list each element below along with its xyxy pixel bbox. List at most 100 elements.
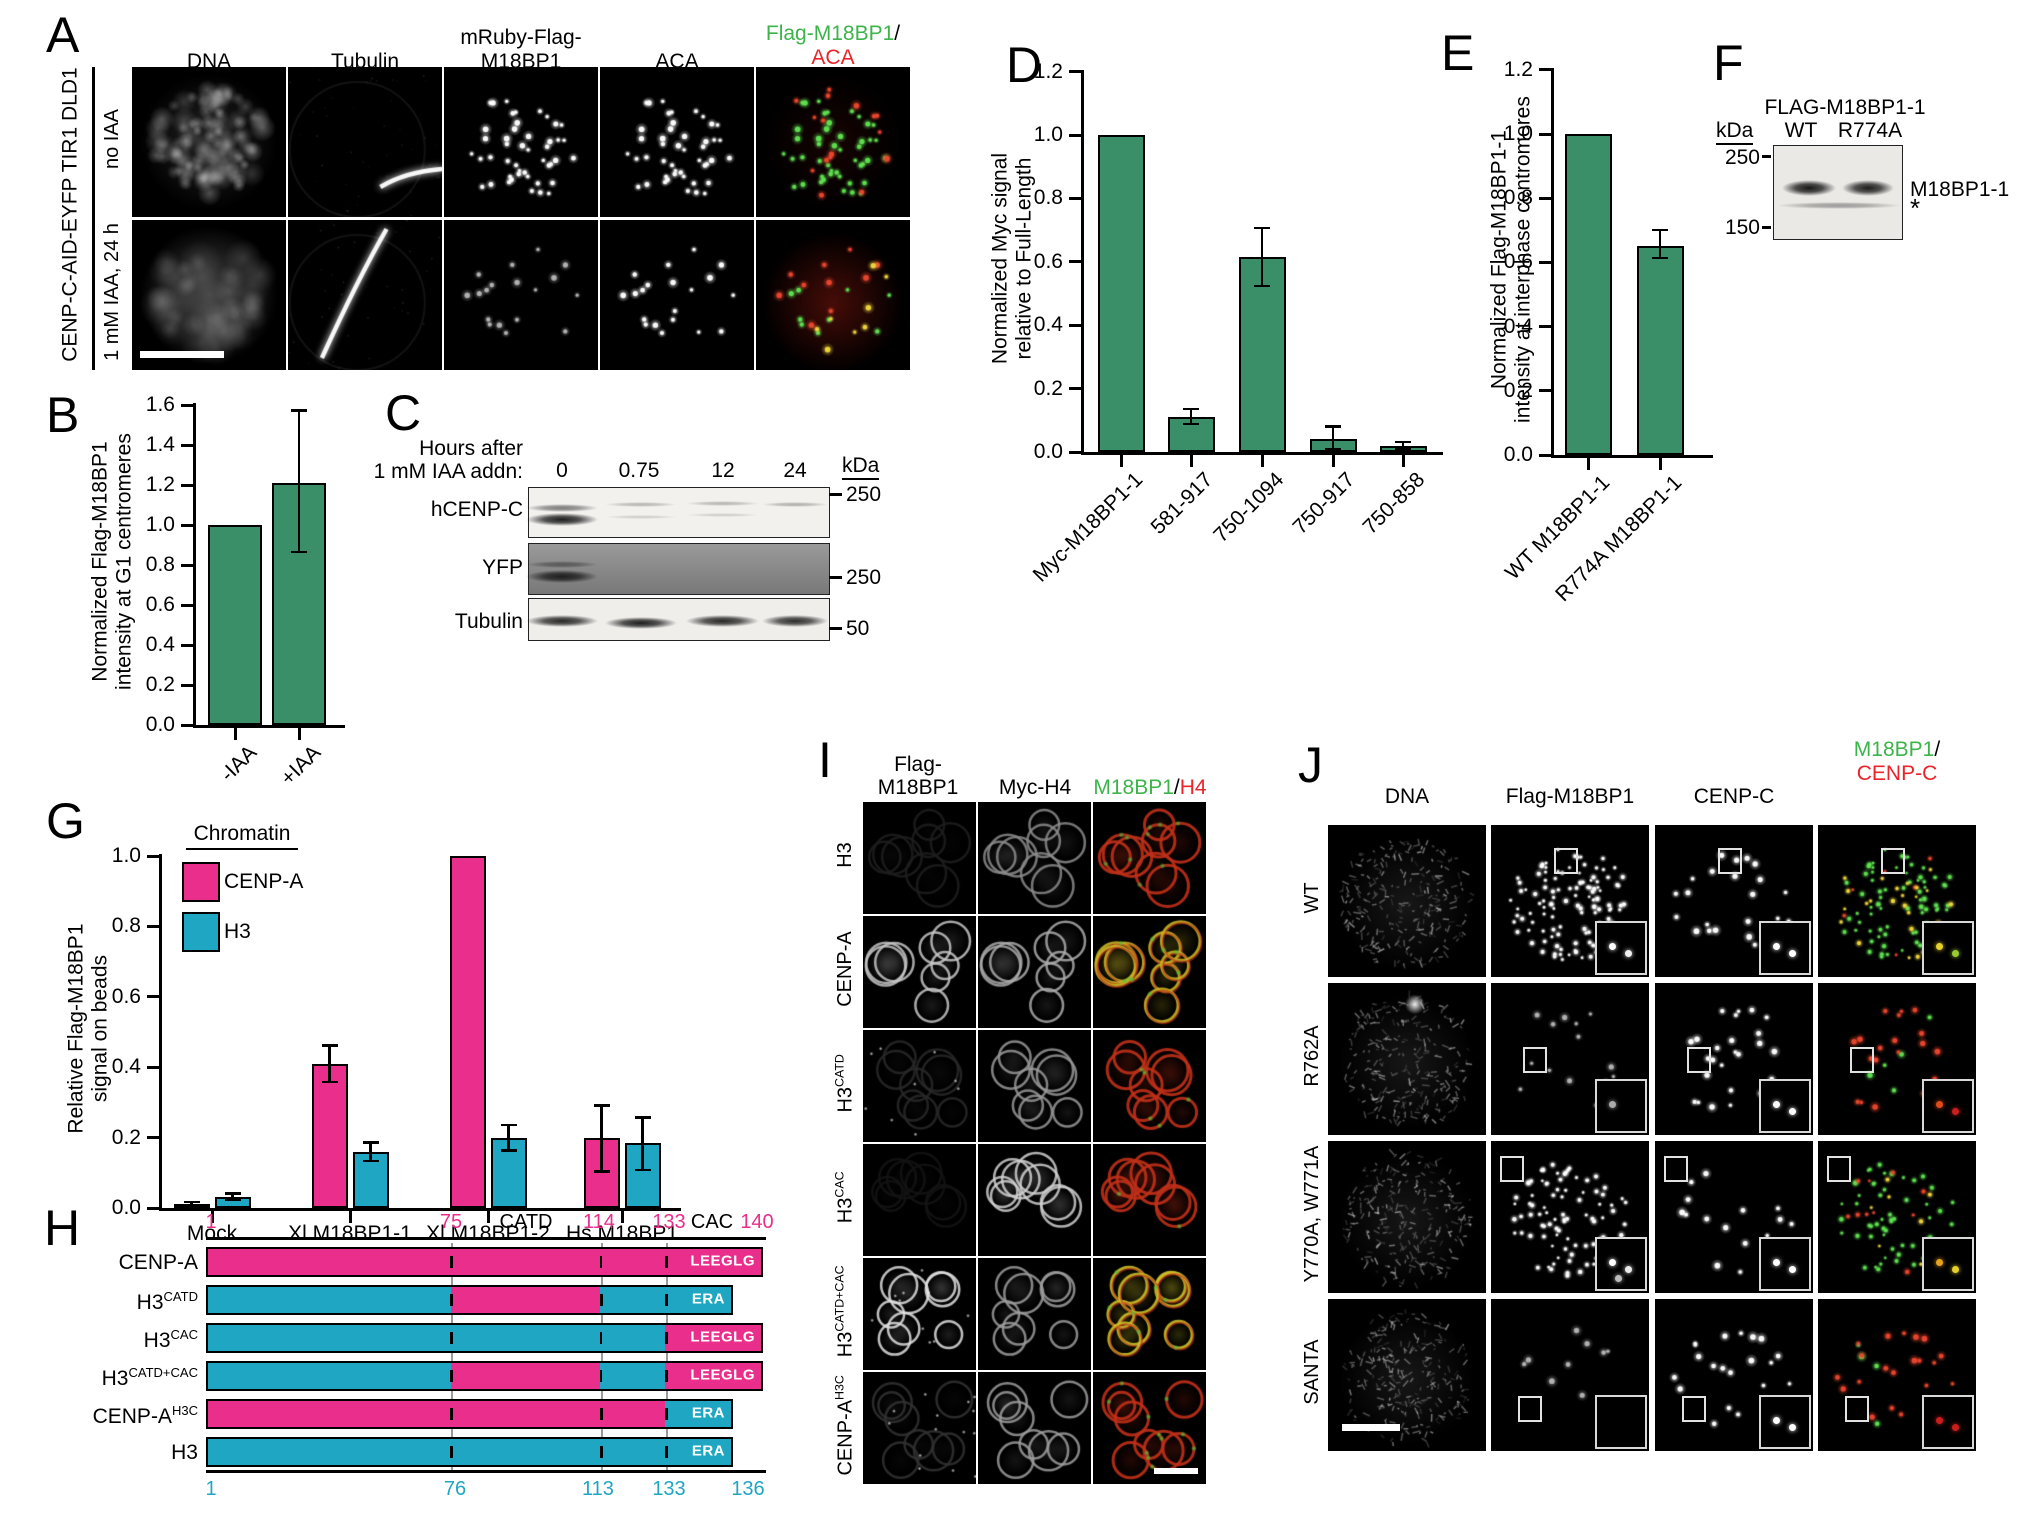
y-tick-label: 1.0	[1503, 122, 1533, 145]
error-bar	[507, 1123, 510, 1152]
chart-G-y-axis	[159, 854, 162, 1210]
panelI-micrograph-canvas	[978, 1258, 1091, 1370]
x-tick	[486, 1211, 490, 1223]
panelJ-micrograph	[1491, 825, 1649, 977]
y-tick-label: 1.0	[1033, 123, 1063, 146]
construct-dash	[665, 1332, 668, 1344]
x-tick	[210, 1211, 214, 1223]
inset-box	[1922, 1237, 1974, 1291]
panelI-micrograph-canvas	[1093, 1030, 1206, 1142]
legend-swatch-h3	[182, 912, 220, 952]
panelH-top-mark: 114	[583, 1211, 615, 1233]
inset-dot	[1789, 1108, 1796, 1115]
y-tick	[181, 643, 193, 647]
panelA-micrograph-canvas	[132, 220, 286, 370]
y-tick-label: 0.0	[111, 1196, 141, 1219]
panelA-micrograph	[132, 220, 286, 370]
error-cap-top	[634, 1116, 651, 1119]
y-tick-label: 0.4	[111, 1055, 141, 1079]
y-tick	[1069, 323, 1081, 327]
y-tick	[1069, 450, 1081, 454]
panelC-marker-tick	[829, 493, 842, 496]
construct-dash	[450, 1446, 453, 1458]
panelC-blot-hCENP-C	[525, 487, 830, 538]
y-tick-label: 0.2	[1503, 378, 1533, 402]
construct-segment	[208, 1439, 731, 1465]
y-tick	[1069, 133, 1081, 137]
y-tick	[181, 563, 193, 567]
inset-dot	[1936, 1259, 1943, 1266]
y-tick-label: 1.2	[1033, 59, 1063, 83]
y-tick-label: 0.8	[111, 914, 141, 938]
construct-tail-label: LEEGLG	[690, 1328, 755, 1346]
blot-band	[525, 614, 599, 627]
inset-dot	[1952, 1424, 1959, 1431]
y-tick-label: 0.8	[1033, 186, 1063, 210]
panelC-marker-tick	[829, 627, 842, 630]
construct-dash	[450, 1370, 453, 1382]
panelI-micrograph-canvas	[1093, 916, 1206, 1028]
y-tick-label: 1.2	[145, 473, 175, 496]
bar	[1097, 135, 1145, 452]
bar	[272, 483, 326, 725]
y-tick	[147, 1065, 159, 1069]
blot-band	[525, 561, 599, 569]
error-cap-top	[291, 409, 307, 412]
construct-dash	[450, 1408, 453, 1420]
panelI-micrograph-canvas	[863, 916, 976, 1028]
panelC-marker-250a: 250	[846, 483, 882, 506]
scale-bar	[140, 351, 224, 358]
panelC-blot-YFP	[525, 543, 830, 595]
panelC-kda-label: kDa	[842, 454, 880, 480]
error-cap-top	[224, 1192, 241, 1195]
panelI-micrograph-canvas	[978, 1144, 1091, 1256]
panelC-header-line2: 1 mM IAA addn:	[373, 460, 523, 483]
panel-d-label: D	[1006, 37, 1043, 93]
construct-segment	[208, 1401, 665, 1427]
error-cap-bottom	[362, 1159, 379, 1163]
construct-segment	[208, 1325, 665, 1351]
panelI-micrograph-canvas	[978, 802, 1091, 914]
panelA-micrograph	[756, 220, 910, 370]
bar	[352, 1151, 389, 1208]
y-tick-label: 1.4	[145, 433, 175, 456]
panelI-micrograph-canvas	[863, 1258, 976, 1370]
error-cap-top	[321, 1044, 338, 1047]
y-tick-label: 0.2	[111, 1125, 141, 1149]
panelA-micrograph	[444, 220, 598, 370]
scale-bar	[1154, 1468, 1198, 1474]
panel-f-label: F	[1713, 35, 1744, 91]
inset-box	[1595, 921, 1647, 975]
inset-box	[1922, 1079, 1974, 1133]
construct-dash	[665, 1256, 668, 1268]
inset-dot	[1615, 1275, 1622, 1282]
roi-box	[1664, 1156, 1689, 1183]
inset-dot	[1789, 1266, 1796, 1273]
roi-box	[1522, 1046, 1547, 1073]
bar	[1564, 134, 1612, 455]
panel-i-label: I	[818, 732, 832, 788]
y-tick	[1539, 132, 1551, 136]
x-tick	[233, 728, 237, 740]
construct-dash	[450, 1332, 453, 1344]
y-tick	[1539, 68, 1551, 72]
roi-box	[1718, 847, 1743, 874]
construct-dash	[665, 1446, 668, 1458]
inset-dot	[1773, 1259, 1780, 1266]
y-tick	[181, 523, 193, 527]
panelJ-micrograph	[1655, 1299, 1813, 1451]
error-cap-bottom	[593, 1170, 610, 1173]
y-tick	[1539, 260, 1551, 264]
construct-tail-label: LEEGLG	[690, 1252, 755, 1270]
bar	[208, 525, 262, 725]
construct-dash	[665, 1370, 668, 1382]
inset-dot	[1952, 1108, 1959, 1115]
y-tick	[1539, 389, 1551, 393]
error-cap-bottom	[1395, 447, 1411, 451]
error-cap-top	[1254, 226, 1270, 230]
inset-box	[1595, 1079, 1647, 1133]
panelH-top-ruler	[206, 1237, 766, 1240]
panelF-marker-150: 150	[1724, 216, 1760, 239]
panelH-top-mark: 133	[652, 1211, 686, 1233]
panelJ-col1-header: DNA	[1384, 785, 1430, 808]
